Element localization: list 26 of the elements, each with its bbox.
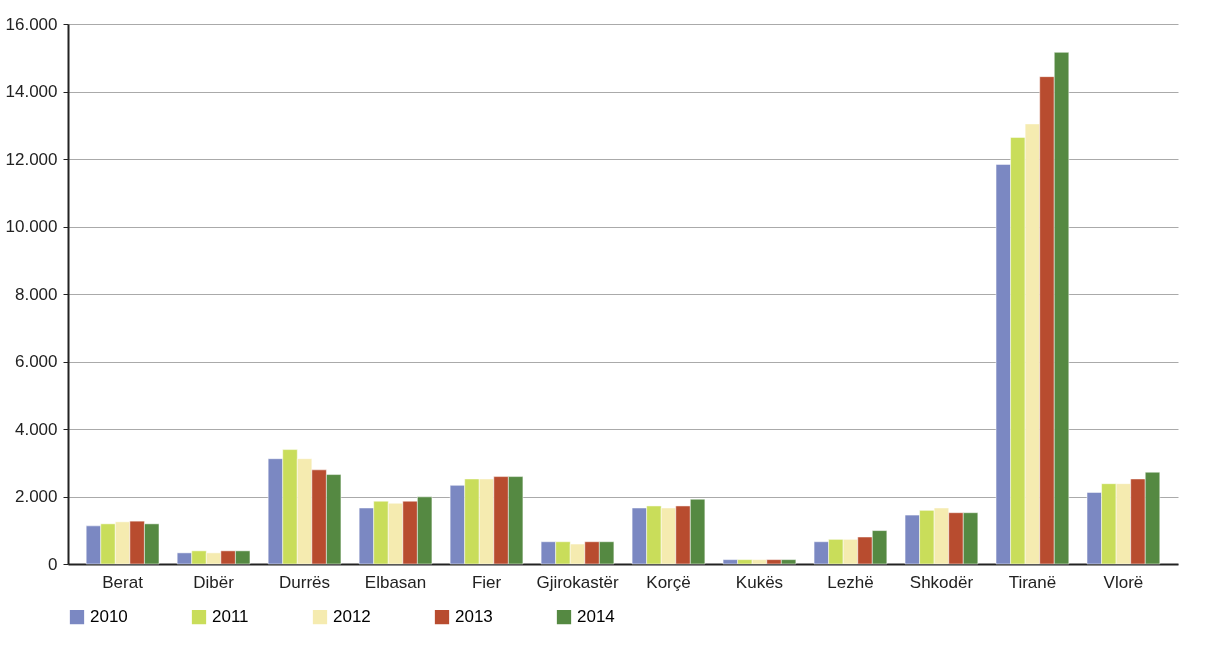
- x-tick-label: Vlorë: [1103, 572, 1144, 592]
- x-tick-label: Kukës: [735, 572, 784, 592]
- y-tick-label: 8.000: [14, 284, 58, 304]
- y-tick-label: 2.000: [14, 487, 58, 506]
- y-tick-label: 14.000: [5, 82, 58, 101]
- legend-label: 2014: [577, 607, 615, 627]
- y-tick-label: 16.000: [5, 14, 58, 34]
- y-tick-label: 6.000: [14, 352, 58, 371]
- x-tick-label: Elbasan: [364, 572, 427, 592]
- y-tick-label: 4.000: [14, 419, 58, 439]
- y-tick-label: 0: [48, 554, 58, 574]
- y-tick-label: 12.000: [5, 149, 58, 169]
- legend-label: 2010: [90, 607, 128, 627]
- x-tick-label: Berat: [102, 572, 144, 592]
- x-tick-label: Tiranë: [1008, 572, 1057, 592]
- x-tick-label: Dibër: [193, 572, 235, 592]
- legend-label: 2012: [333, 607, 371, 627]
- x-tick-label: Durrës: [279, 572, 331, 592]
- x-tick-label: Gjirokastër: [536, 572, 619, 592]
- x-tick-label: Lezhë: [827, 572, 874, 592]
- y-tick-label: 10.000: [5, 217, 58, 236]
- legend-label: 2011: [212, 607, 249, 627]
- x-tick-label: Fier: [471, 572, 502, 592]
- legend-label: 2013: [455, 607, 493, 627]
- x-tick-label: Shkodër: [909, 572, 974, 592]
- x-tick-label: Korçë: [646, 572, 691, 592]
